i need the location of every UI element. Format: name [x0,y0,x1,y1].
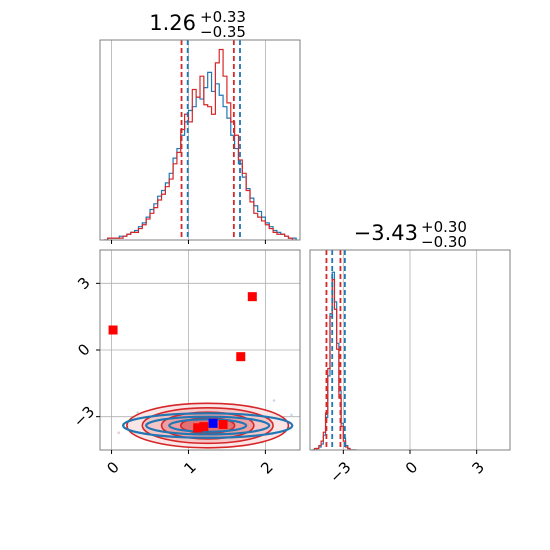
quantile-lines [180,40,241,240]
title-value: −3.43 [354,221,418,245]
panel-bottom-right-histogram: −3 0 3 −3.43 +0.30 −0.30 [309,218,511,486]
red-square-marker [247,292,257,302]
y-tick-label: 3 [74,274,93,293]
histogram-step-line [312,271,357,450]
sample-dot [272,399,276,402]
red-square-marker [193,423,203,433]
red-square-marker [236,352,246,362]
x-tick-label: 3 [469,458,488,477]
histogram-step-line [312,279,357,450]
quantile-lines [325,250,346,450]
title-upper-error: +0.30 [421,218,467,236]
y-tick-label: −3 [70,402,98,430]
axes-frame [99,39,301,241]
histogram-series [312,271,357,450]
blue-square-marker [208,418,218,428]
histogram-series [103,48,297,240]
red-square-marker [108,325,118,335]
x-ticks: −3 0 3 [326,450,488,486]
x-tick-label: 0 [103,458,122,477]
x-tick-label: 2 [257,458,276,477]
red-square-marker [218,419,228,429]
blue-density-contour [121,412,294,439]
x-ticks [111,240,266,244]
title-lower-error: −0.30 [421,233,467,251]
gridlines [342,250,478,450]
x-tick-label: 1 [180,458,199,477]
sample-dot [290,413,293,417]
title-upper-error: +0.33 [200,8,246,26]
marker-points [108,292,257,433]
axis-ticks: 0 1 2 3 0 −3 [70,274,277,478]
blue-density-contour [168,418,248,433]
x-tick-label: 0 [402,458,421,477]
red-square-marker [199,422,209,432]
sample-dot [136,411,139,414]
panel-bottom-left-2d: 0 1 2 3 0 −3 [70,249,301,478]
blue-density-contour [145,415,271,436]
histogram-step-line [103,48,297,240]
panel-top-left-histogram: 1.26 +0.33 −0.35 [99,8,301,244]
title-value: 1.26 [149,11,196,35]
y-tick-label: 0 [74,340,93,359]
title-lower-error: −0.35 [200,23,246,41]
x-tick-label: −3 [326,458,354,486]
sample-dot [117,431,120,434]
